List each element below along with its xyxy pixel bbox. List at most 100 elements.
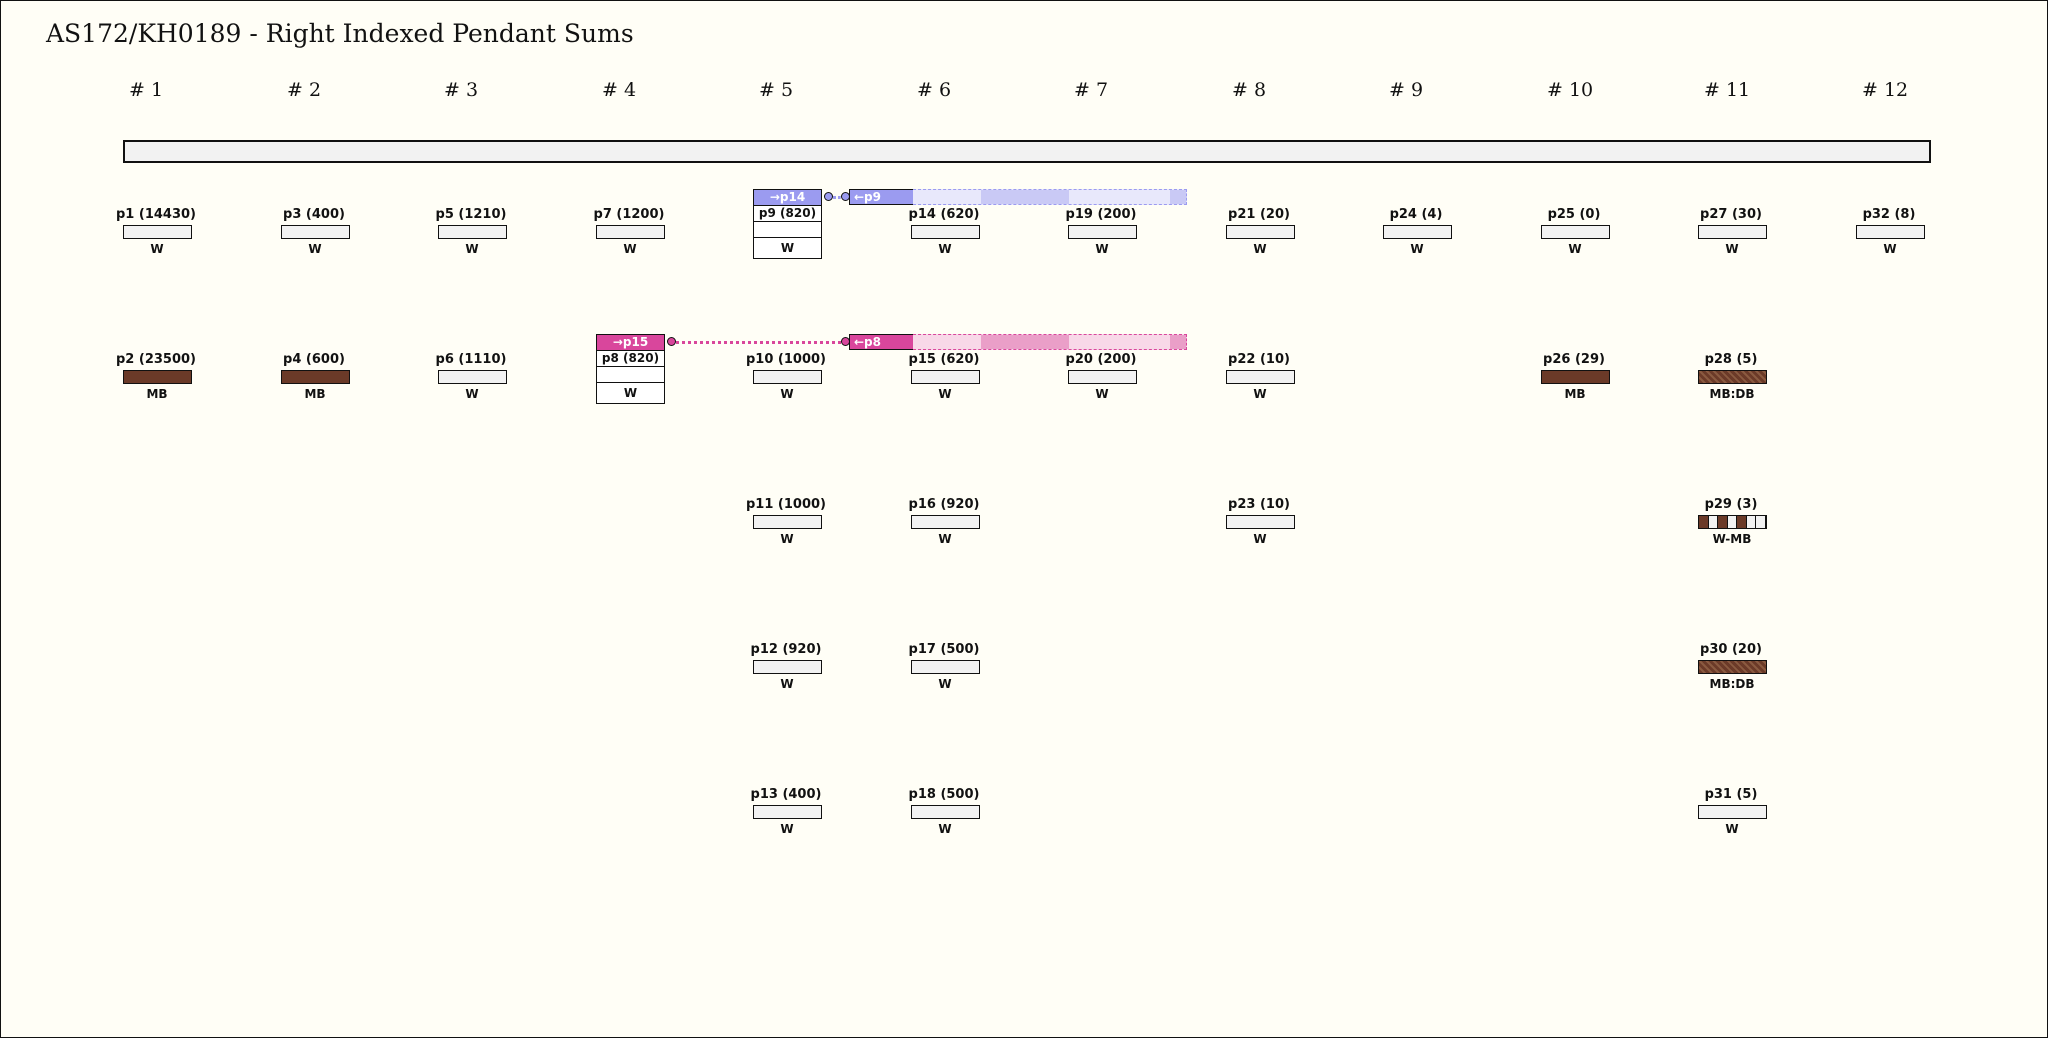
- pendant-color-code: W: [938, 677, 952, 691]
- pendant-color-code: MB: [146, 387, 168, 401]
- pendant-cord: [596, 225, 665, 239]
- pendant-color-code: W: [1410, 242, 1424, 256]
- pendant-color-code: MB:DB: [1709, 387, 1755, 401]
- pendant-color-code: W: [938, 242, 952, 256]
- pendant-label: p4 (600): [283, 352, 345, 367]
- pendant-cord: [281, 370, 350, 384]
- index-band-segment: [1170, 335, 1186, 349]
- pendant-cord: [1541, 225, 1610, 239]
- group-header: # 8: [1232, 79, 1267, 101]
- pendant-cord: [753, 370, 822, 384]
- link-dot: [841, 192, 850, 201]
- pendant-label: p26 (29): [1543, 352, 1605, 367]
- pendant-label: p28 (5): [1704, 352, 1758, 367]
- pendant-color-code: W: [623, 242, 637, 256]
- group-header: # 4: [602, 79, 637, 101]
- pendant-label: p17 (500): [908, 642, 980, 657]
- pendant-color-code: MB: [304, 387, 326, 401]
- pendant-cord: [123, 225, 192, 239]
- pendant-cord: [1698, 515, 1767, 529]
- pendant-cord: [438, 370, 507, 384]
- index-band-segment: [1170, 190, 1186, 204]
- link-line: [676, 341, 841, 344]
- pendant-color-code: MB: [1564, 387, 1586, 401]
- page-title: AS172/KH0189 - Right Indexed Pendant Sum…: [46, 19, 634, 48]
- pendant-label: p15 (620): [908, 352, 980, 367]
- link-dot: [824, 192, 833, 201]
- group-header: # 11: [1704, 79, 1751, 101]
- pendant-label: p31 (5): [1704, 787, 1758, 802]
- pendant-label: p27 (30): [1700, 207, 1762, 222]
- pendant-cord: [753, 515, 822, 529]
- pendant-cord: [1068, 370, 1137, 384]
- pendant-cord: [911, 805, 980, 819]
- pendant-color-code: W: [1253, 387, 1267, 401]
- group-header: # 9: [1389, 79, 1424, 101]
- pendant-color-code: W: [1095, 387, 1109, 401]
- pendant-color-code: W: [938, 822, 952, 836]
- index-band-segment: [981, 190, 1069, 204]
- pendant-color-code: W: [1253, 242, 1267, 256]
- pendant-color-code: W: [780, 822, 794, 836]
- pendant-cord: [438, 225, 507, 239]
- pendant-cord: [753, 805, 822, 819]
- pendant-color-code: W: [1883, 242, 1897, 256]
- pendant-color-code: W: [1095, 242, 1109, 256]
- pendant-label: p16 (920): [908, 497, 980, 512]
- pendant-label: p14 (620): [908, 207, 980, 222]
- pendant-label: p11 (1000): [746, 497, 826, 512]
- cord-segment: [1727, 516, 1738, 528]
- pendant-label: p3 (400): [283, 207, 345, 222]
- pendant-cord: [753, 660, 822, 674]
- pendant-color-code: W: [308, 242, 322, 256]
- group-header: # 2: [287, 79, 322, 101]
- pendant-label: p5 (1210): [435, 207, 507, 222]
- group-header: # 7: [1074, 79, 1109, 101]
- pendant-cord: [1383, 225, 1452, 239]
- pendant-color-code: W-MB: [1712, 532, 1752, 546]
- group-header: # 1: [129, 79, 164, 101]
- pendant-label: p8 (820): [597, 351, 664, 367]
- pendant-color-code: W: [938, 387, 952, 401]
- pendant-color-code: W: [780, 677, 794, 691]
- pendant-color-code: W: [465, 242, 479, 256]
- link-line: [833, 196, 841, 199]
- pendant-cord: [1856, 225, 1925, 239]
- cord-segment: [1746, 516, 1757, 528]
- pendant-color-code: W: [465, 387, 479, 401]
- pendant-label: p13 (400): [750, 787, 822, 802]
- pendant-label: p22 (10): [1228, 352, 1290, 367]
- pendant-cord: [911, 660, 980, 674]
- pendant-label: p1 (14430): [116, 207, 196, 222]
- pendant-cord: [1068, 225, 1137, 239]
- pendant-label: p2 (23500): [116, 352, 196, 367]
- index-band: [913, 334, 1187, 350]
- pendant-label: p24 (4): [1389, 207, 1443, 222]
- pendant-label: p25 (0): [1547, 207, 1601, 222]
- pendant-cord: [911, 225, 980, 239]
- index-band-segment: [981, 335, 1069, 349]
- index-tag: ←p8: [849, 334, 914, 350]
- sum-target-tag: →p15: [597, 335, 664, 351]
- pendant-color-code: W: [1725, 242, 1739, 256]
- pendant-color-code: W: [780, 387, 794, 401]
- pendant-cord: [1541, 370, 1610, 384]
- pendant-label: p19 (200): [1065, 207, 1137, 222]
- pendant-cord: [1226, 370, 1295, 384]
- cord-segment: [1718, 516, 1728, 528]
- pendant-cord: [1698, 370, 1767, 384]
- pendant-color-code: W: [623, 386, 638, 400]
- group-header: # 5: [759, 79, 794, 101]
- pendant-color-code: W: [780, 241, 795, 255]
- primary-cord: [123, 140, 1931, 163]
- pendant-label: p18 (500): [908, 787, 980, 802]
- pendant-label: p7 (1200): [593, 207, 665, 222]
- group-header: # 10: [1547, 79, 1594, 101]
- pendant-color-code: W: [1253, 532, 1267, 546]
- pendant-cord: [1698, 805, 1767, 819]
- index-tag: ←p9: [849, 189, 914, 205]
- pendant-cord: [754, 222, 821, 238]
- group-header: # 12: [1862, 79, 1909, 101]
- pendant-color-code: W: [1568, 242, 1582, 256]
